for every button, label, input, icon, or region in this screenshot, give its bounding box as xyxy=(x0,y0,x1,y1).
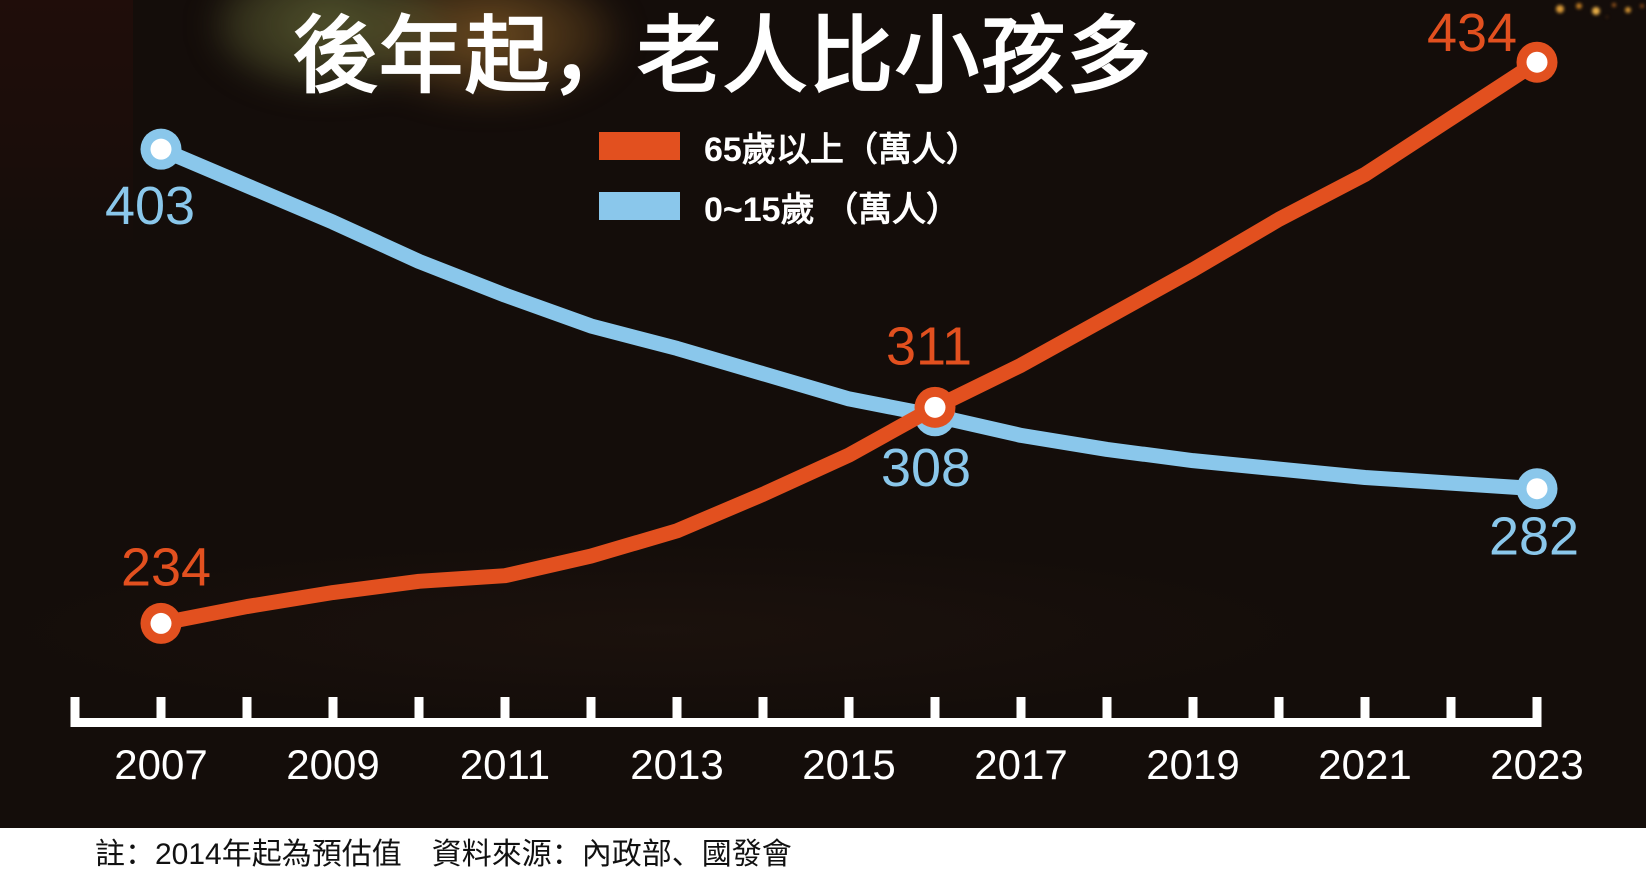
x-axis-label-2009: 2009 xyxy=(286,741,379,788)
x-axis-tick-2018 xyxy=(1102,697,1112,719)
x-axis-label-2019: 2019 xyxy=(1146,741,1239,788)
x-axis-tick-2010 xyxy=(414,697,424,719)
x-axis-tick-2015 xyxy=(844,697,854,719)
legend-label-elderly: 65歲以上（萬人） xyxy=(704,130,980,169)
value-label-children-2023: 282 xyxy=(1489,507,1579,567)
x-axis-tick-2011 xyxy=(500,697,510,719)
x-axis-tick-2008 xyxy=(242,697,252,719)
x-axis-label-2023: 2023 xyxy=(1490,741,1583,788)
value-label-elderly-2016: 311 xyxy=(886,316,972,376)
note-text: 註：2014年起為預估值 資料來源：內政部、國發會 xyxy=(95,838,792,871)
value-label-elderly-2007: 234 xyxy=(121,537,211,597)
x-axis-tick-2006 xyxy=(70,697,80,719)
x-axis-tick-2009 xyxy=(328,697,338,719)
value-label-children-2016: 308 xyxy=(881,438,971,498)
x-axis-label-2013: 2013 xyxy=(630,741,723,788)
legend-label-children: 0~15歲 （萬人） xyxy=(704,190,961,229)
x-axis-tick-2023 xyxy=(1532,697,1542,719)
x-axis-tick-2022 xyxy=(1446,697,1456,719)
x-axis-label-2021: 2021 xyxy=(1318,741,1411,788)
x-axis-tick-2019 xyxy=(1188,697,1198,719)
x-axis-line xyxy=(70,718,1542,727)
x-axis-label-2011: 2011 xyxy=(460,741,550,788)
value-label-elderly-2023: 434 xyxy=(1427,3,1517,63)
value-label-children-2007: 403 xyxy=(105,176,195,236)
x-axis-tick-2016 xyxy=(930,697,940,719)
elderly-line xyxy=(153,54,1545,631)
x-axis-tick-2013 xyxy=(672,697,682,719)
x-axis-tick-2012 xyxy=(586,697,596,719)
x-axis-tick-2014 xyxy=(758,697,768,719)
x-axis-tick-2020 xyxy=(1274,697,1284,719)
x-axis-tick-2007 xyxy=(156,697,166,719)
legend-item-elderly: 65歲以上（萬人） xyxy=(599,131,980,169)
marker-center-children-2023 xyxy=(1526,478,1548,500)
x-axis-label-2015: 2015 xyxy=(802,741,895,788)
legend-swatch-elderly xyxy=(599,132,680,160)
note-strip: 註：2014年起為預估值 資料來源：內政部、國發會 xyxy=(0,828,1646,874)
marker-center-elderly-2023 xyxy=(1526,51,1548,73)
marker-center-children-2007 xyxy=(150,138,172,160)
legend: 65歲以上（萬人） 0~15歲 （萬人） xyxy=(599,131,980,251)
children-line xyxy=(153,141,1545,497)
legend-swatch-children xyxy=(599,192,680,220)
x-axis-tick-2017 xyxy=(1016,697,1026,719)
x-axis-label-2007: 2007 xyxy=(114,741,207,788)
marker-center-elderly-2007 xyxy=(150,612,172,634)
chart-title: 後年起，老人比小孩多 xyxy=(292,6,1153,105)
marker-center-elderly-2016 xyxy=(924,396,946,418)
x-axis-tick-2021 xyxy=(1360,697,1370,719)
x-axis-label-2017: 2017 xyxy=(974,741,1067,788)
legend-item-children: 0~15歲 （萬人） xyxy=(599,191,980,229)
